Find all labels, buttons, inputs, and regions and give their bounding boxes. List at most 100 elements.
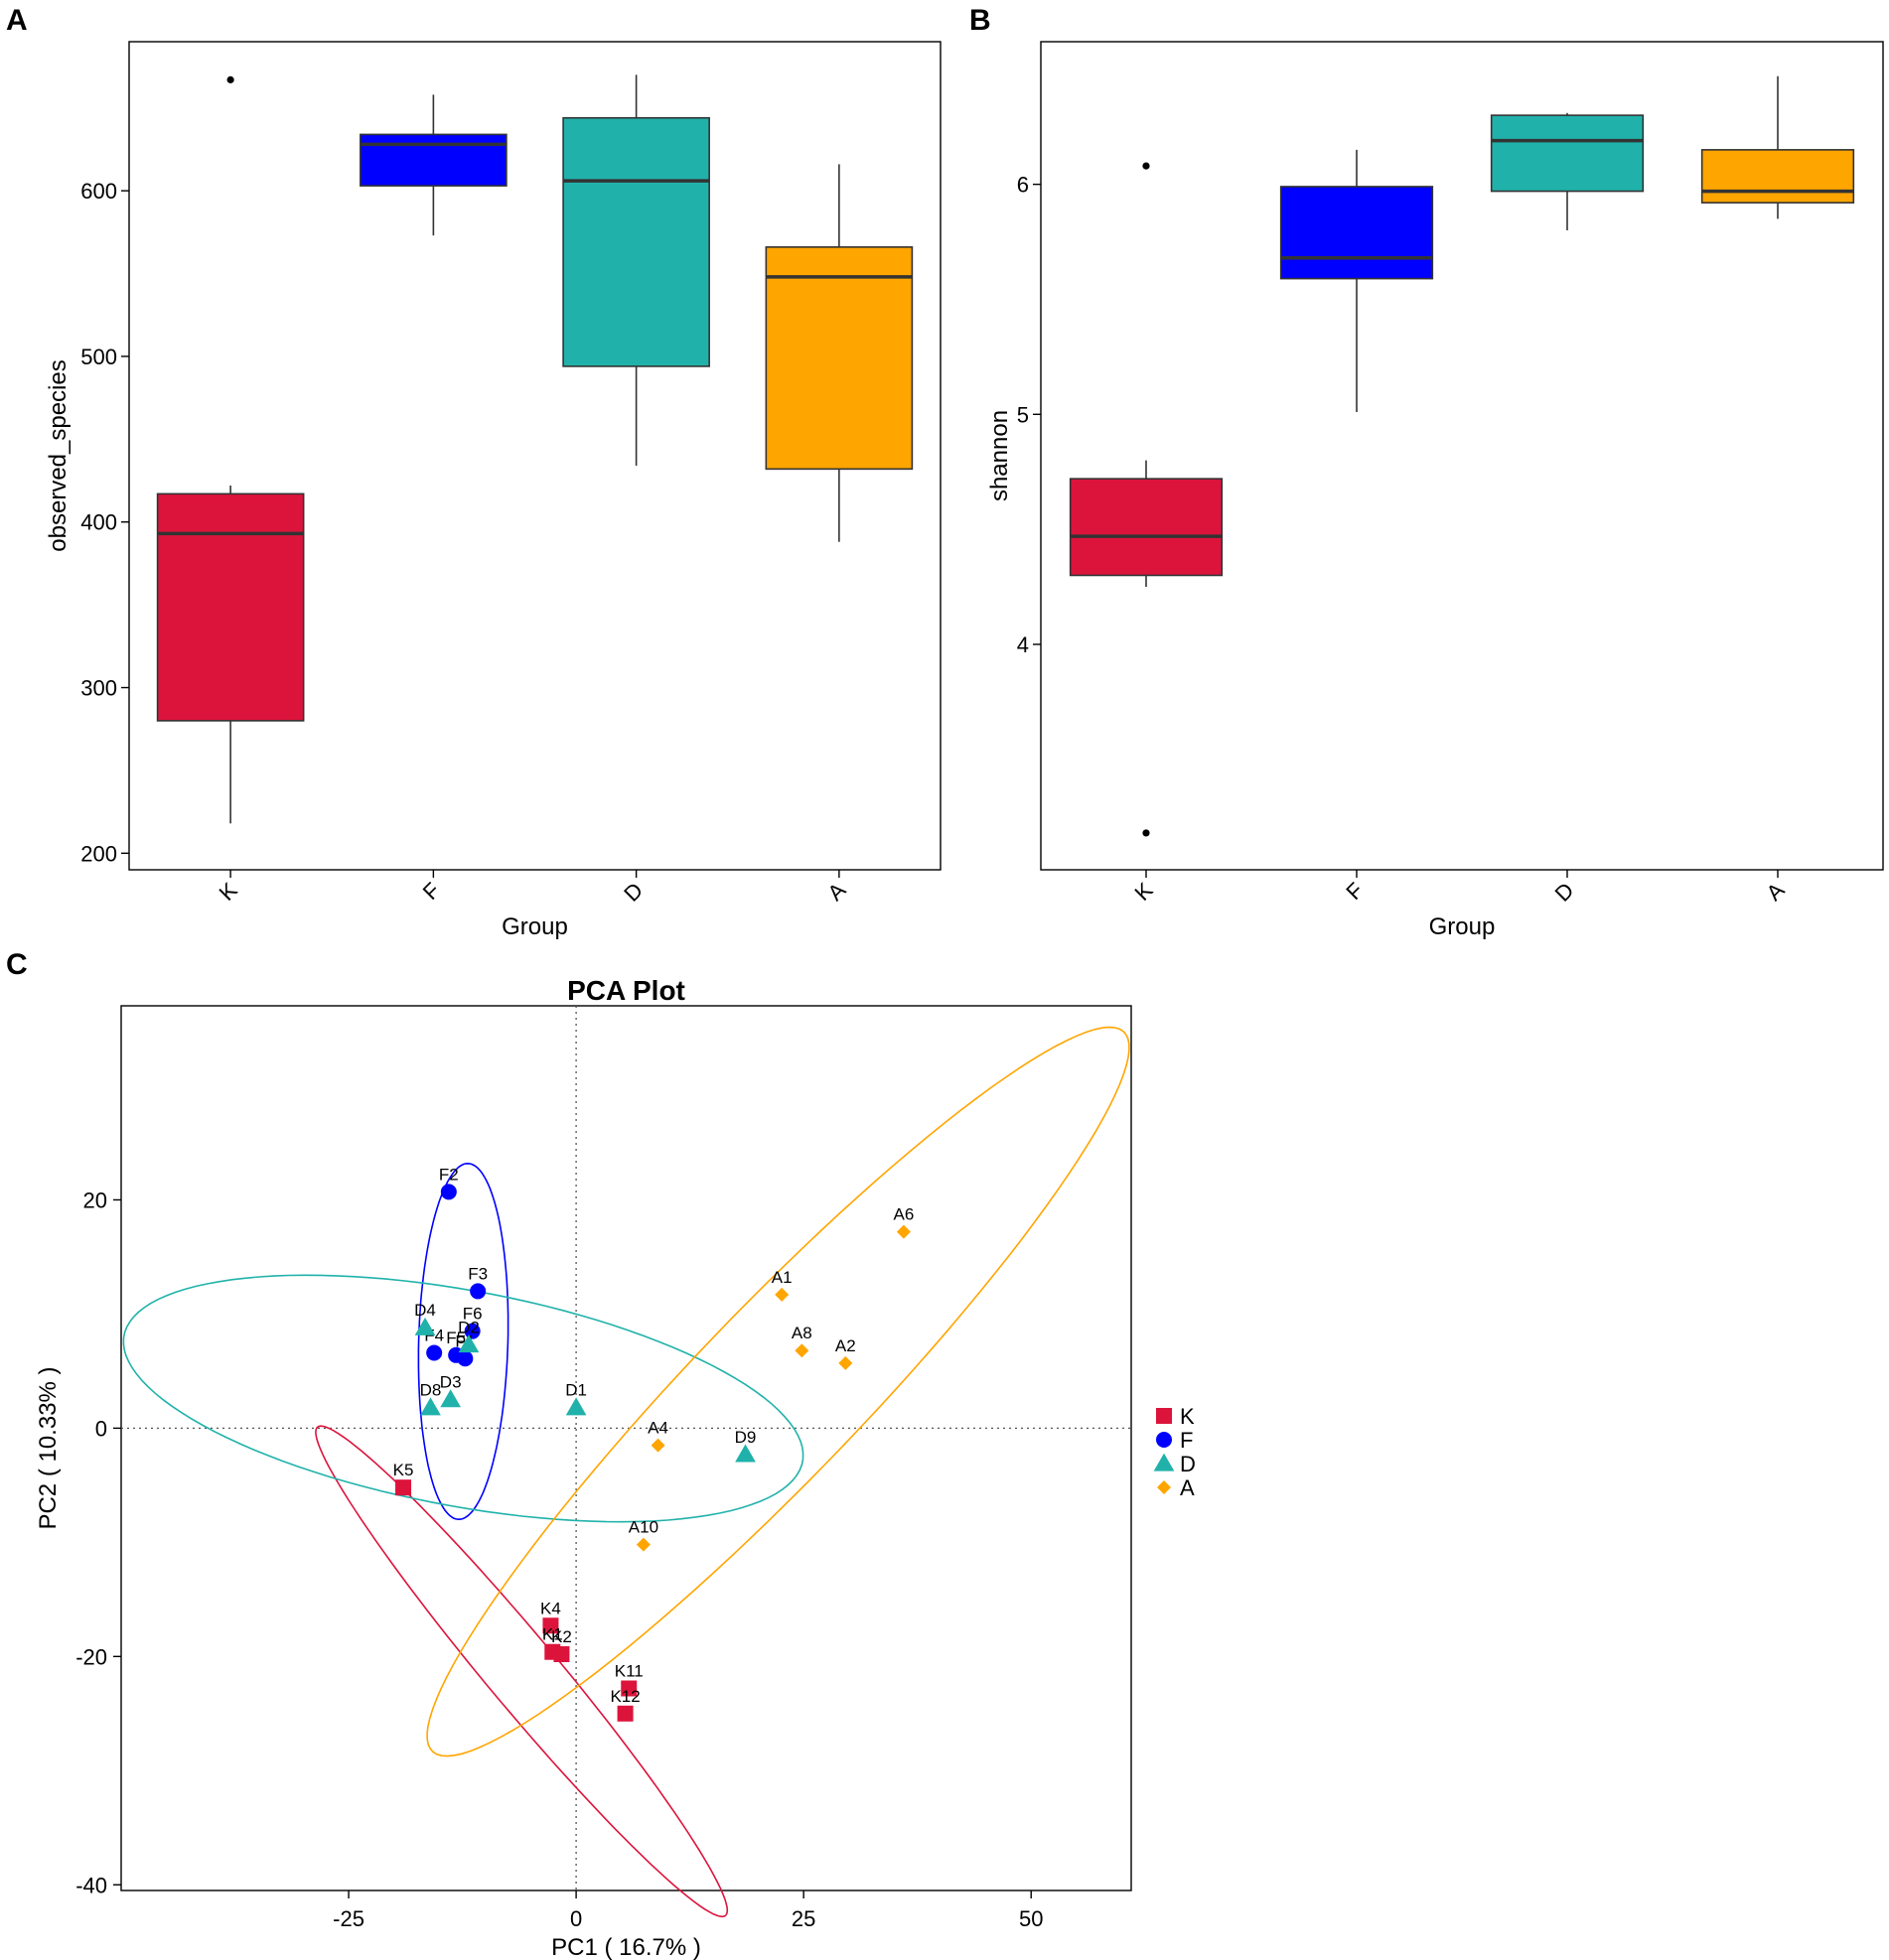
c-ellipse-F xyxy=(417,1162,509,1521)
panel-letter-b: B xyxy=(969,4,991,37)
b-x-tick-label-K: K xyxy=(1129,878,1157,906)
c-y-tick-label: 0 xyxy=(95,1416,107,1441)
c-legend-key-F xyxy=(1156,1432,1172,1448)
c-legend-label-F: F xyxy=(1180,1428,1193,1453)
a-y-tick-label: 600 xyxy=(80,179,117,204)
panel-c-pca-plot: PCA Plot -25 0 25 50 -40 -20 0 20 PC1 ( 16.7% ) PC… xyxy=(35,975,1196,1960)
c-point-D1 xyxy=(565,1397,587,1416)
c-y-tick-label: 20 xyxy=(83,1188,107,1212)
c-x-tick-label: 0 xyxy=(570,1906,582,1931)
c-legend-key-D xyxy=(1153,1453,1175,1471)
a-x-axis-title: Group xyxy=(502,913,568,940)
c-legend-label-A: A xyxy=(1180,1475,1195,1500)
c-point-D8 xyxy=(420,1397,441,1416)
c-point-label-K1: K1 xyxy=(542,1625,563,1644)
a-y-axis-title: observed_species xyxy=(45,359,72,551)
b-box-A xyxy=(1700,149,1855,204)
b-outlier-K xyxy=(1142,162,1150,170)
b-box-D xyxy=(1490,114,1645,193)
a-x-tick-label-D: D xyxy=(619,878,648,907)
c-point-A8 xyxy=(795,1343,809,1358)
c-point-D3 xyxy=(440,1389,462,1408)
panel-b-shannon-boxplot: 4 5 6 K F D A Group shannon xyxy=(986,41,1884,940)
a-y-tick-label: 400 xyxy=(80,510,117,535)
a-x-tick-label-A: A xyxy=(822,878,850,906)
c-point-F6 xyxy=(464,1323,481,1339)
c-x-axis-title: PC1 ( 16.7% ) xyxy=(551,1934,701,1960)
b-y-tick-label: 6 xyxy=(1017,173,1029,198)
a-box-D xyxy=(562,116,710,367)
c-point-label-A4: A4 xyxy=(648,1419,668,1438)
c-point-A2 xyxy=(838,1355,853,1370)
c-x-tick-label: 25 xyxy=(792,1906,815,1931)
c-point-D9 xyxy=(735,1444,756,1463)
c-point-label-F6: F6 xyxy=(463,1305,483,1324)
c-legend-label-K: K xyxy=(1180,1404,1195,1429)
b-x-axis-title: Group xyxy=(1429,913,1496,940)
c-point-label-D4: D4 xyxy=(414,1301,436,1320)
b-x-tick-label-A: A xyxy=(1761,878,1789,906)
c-point-label-D8: D8 xyxy=(420,1381,442,1400)
panel-a-observed-species-boxplot: 200 300 400 500 600 K F D A Group observed_species xyxy=(45,41,942,940)
c-point-label-F5: F5 xyxy=(446,1329,466,1347)
a-box-A xyxy=(765,246,914,471)
c-point-label-K4: K4 xyxy=(540,1599,561,1617)
c-point-label-K12: K12 xyxy=(610,1687,640,1706)
c-ellipse-D xyxy=(122,1274,804,1523)
c-legend-key-A xyxy=(1157,1480,1171,1494)
c-point-label-F2: F2 xyxy=(439,1165,459,1184)
c-point-A6 xyxy=(896,1224,911,1239)
c-point-F3 xyxy=(470,1283,487,1300)
c-plot-frame xyxy=(120,1005,1132,1891)
c-x-tick-label: -25 xyxy=(333,1906,364,1931)
c-legend-label-D: D xyxy=(1180,1452,1196,1476)
c-point-K5 xyxy=(395,1479,412,1496)
c-point-label-A1: A1 xyxy=(772,1268,793,1287)
a-box-F xyxy=(360,133,508,187)
c-point-D4 xyxy=(414,1317,436,1335)
b-y-axis-title: shannon xyxy=(986,410,1013,501)
a-y-tick-label: 500 xyxy=(80,345,117,369)
c-y-tick-label: -40 xyxy=(75,1873,107,1897)
c-y-tick-label: -20 xyxy=(75,1644,107,1669)
c-point-A1 xyxy=(775,1287,790,1302)
c-x-tick-label: 50 xyxy=(1019,1906,1043,1931)
b-y-tick-label: 4 xyxy=(1017,632,1029,657)
c-y-axis-title: PC2 ( 10.33% ) xyxy=(35,1366,62,1529)
c-point-F1 xyxy=(457,1350,474,1367)
a-box-K xyxy=(156,492,305,722)
c-point-label-K5: K5 xyxy=(393,1461,414,1479)
panel-letter-a: A xyxy=(6,4,28,37)
c-point-label-F3: F3 xyxy=(468,1264,488,1283)
c-point-label-A10: A10 xyxy=(629,1518,658,1537)
panel-letter-c: C xyxy=(6,948,28,981)
c-point-label-K11: K11 xyxy=(615,1662,644,1681)
c-point-label-A2: A2 xyxy=(835,1336,856,1355)
c-point-A10 xyxy=(636,1537,651,1552)
c-ellipse-K xyxy=(315,1425,729,1918)
a-x-tick-label-F: F xyxy=(418,878,445,905)
c-point-label-A6: A6 xyxy=(894,1205,915,1224)
a-outlier-K xyxy=(226,75,234,83)
c-point-label-D9: D9 xyxy=(735,1428,757,1447)
c-point-label-D3: D3 xyxy=(440,1373,462,1392)
c-point-label-D1: D1 xyxy=(565,1381,587,1400)
c-point-K2 xyxy=(553,1646,570,1663)
c-point-K11 xyxy=(621,1680,638,1697)
c-point-label-D2: D2 xyxy=(458,1318,480,1336)
c-point-D2 xyxy=(458,1334,480,1353)
c-point-label-K2: K2 xyxy=(551,1627,572,1646)
c-point-K4 xyxy=(542,1617,559,1634)
b-y-tick-label: 5 xyxy=(1017,402,1029,427)
b-x-tick-label-D: D xyxy=(1550,878,1579,907)
b-box-F xyxy=(1279,186,1434,280)
b-plot-frame xyxy=(1040,41,1884,871)
c-plot-title: PCA Plot xyxy=(567,975,685,1006)
a-plot-frame xyxy=(128,41,942,871)
b-x-tick-label-F: F xyxy=(1341,878,1368,905)
c-point-label-A8: A8 xyxy=(792,1324,812,1342)
c-point-K12 xyxy=(617,1705,634,1722)
c-point-A4 xyxy=(651,1438,665,1453)
b-box-K xyxy=(1069,478,1224,577)
